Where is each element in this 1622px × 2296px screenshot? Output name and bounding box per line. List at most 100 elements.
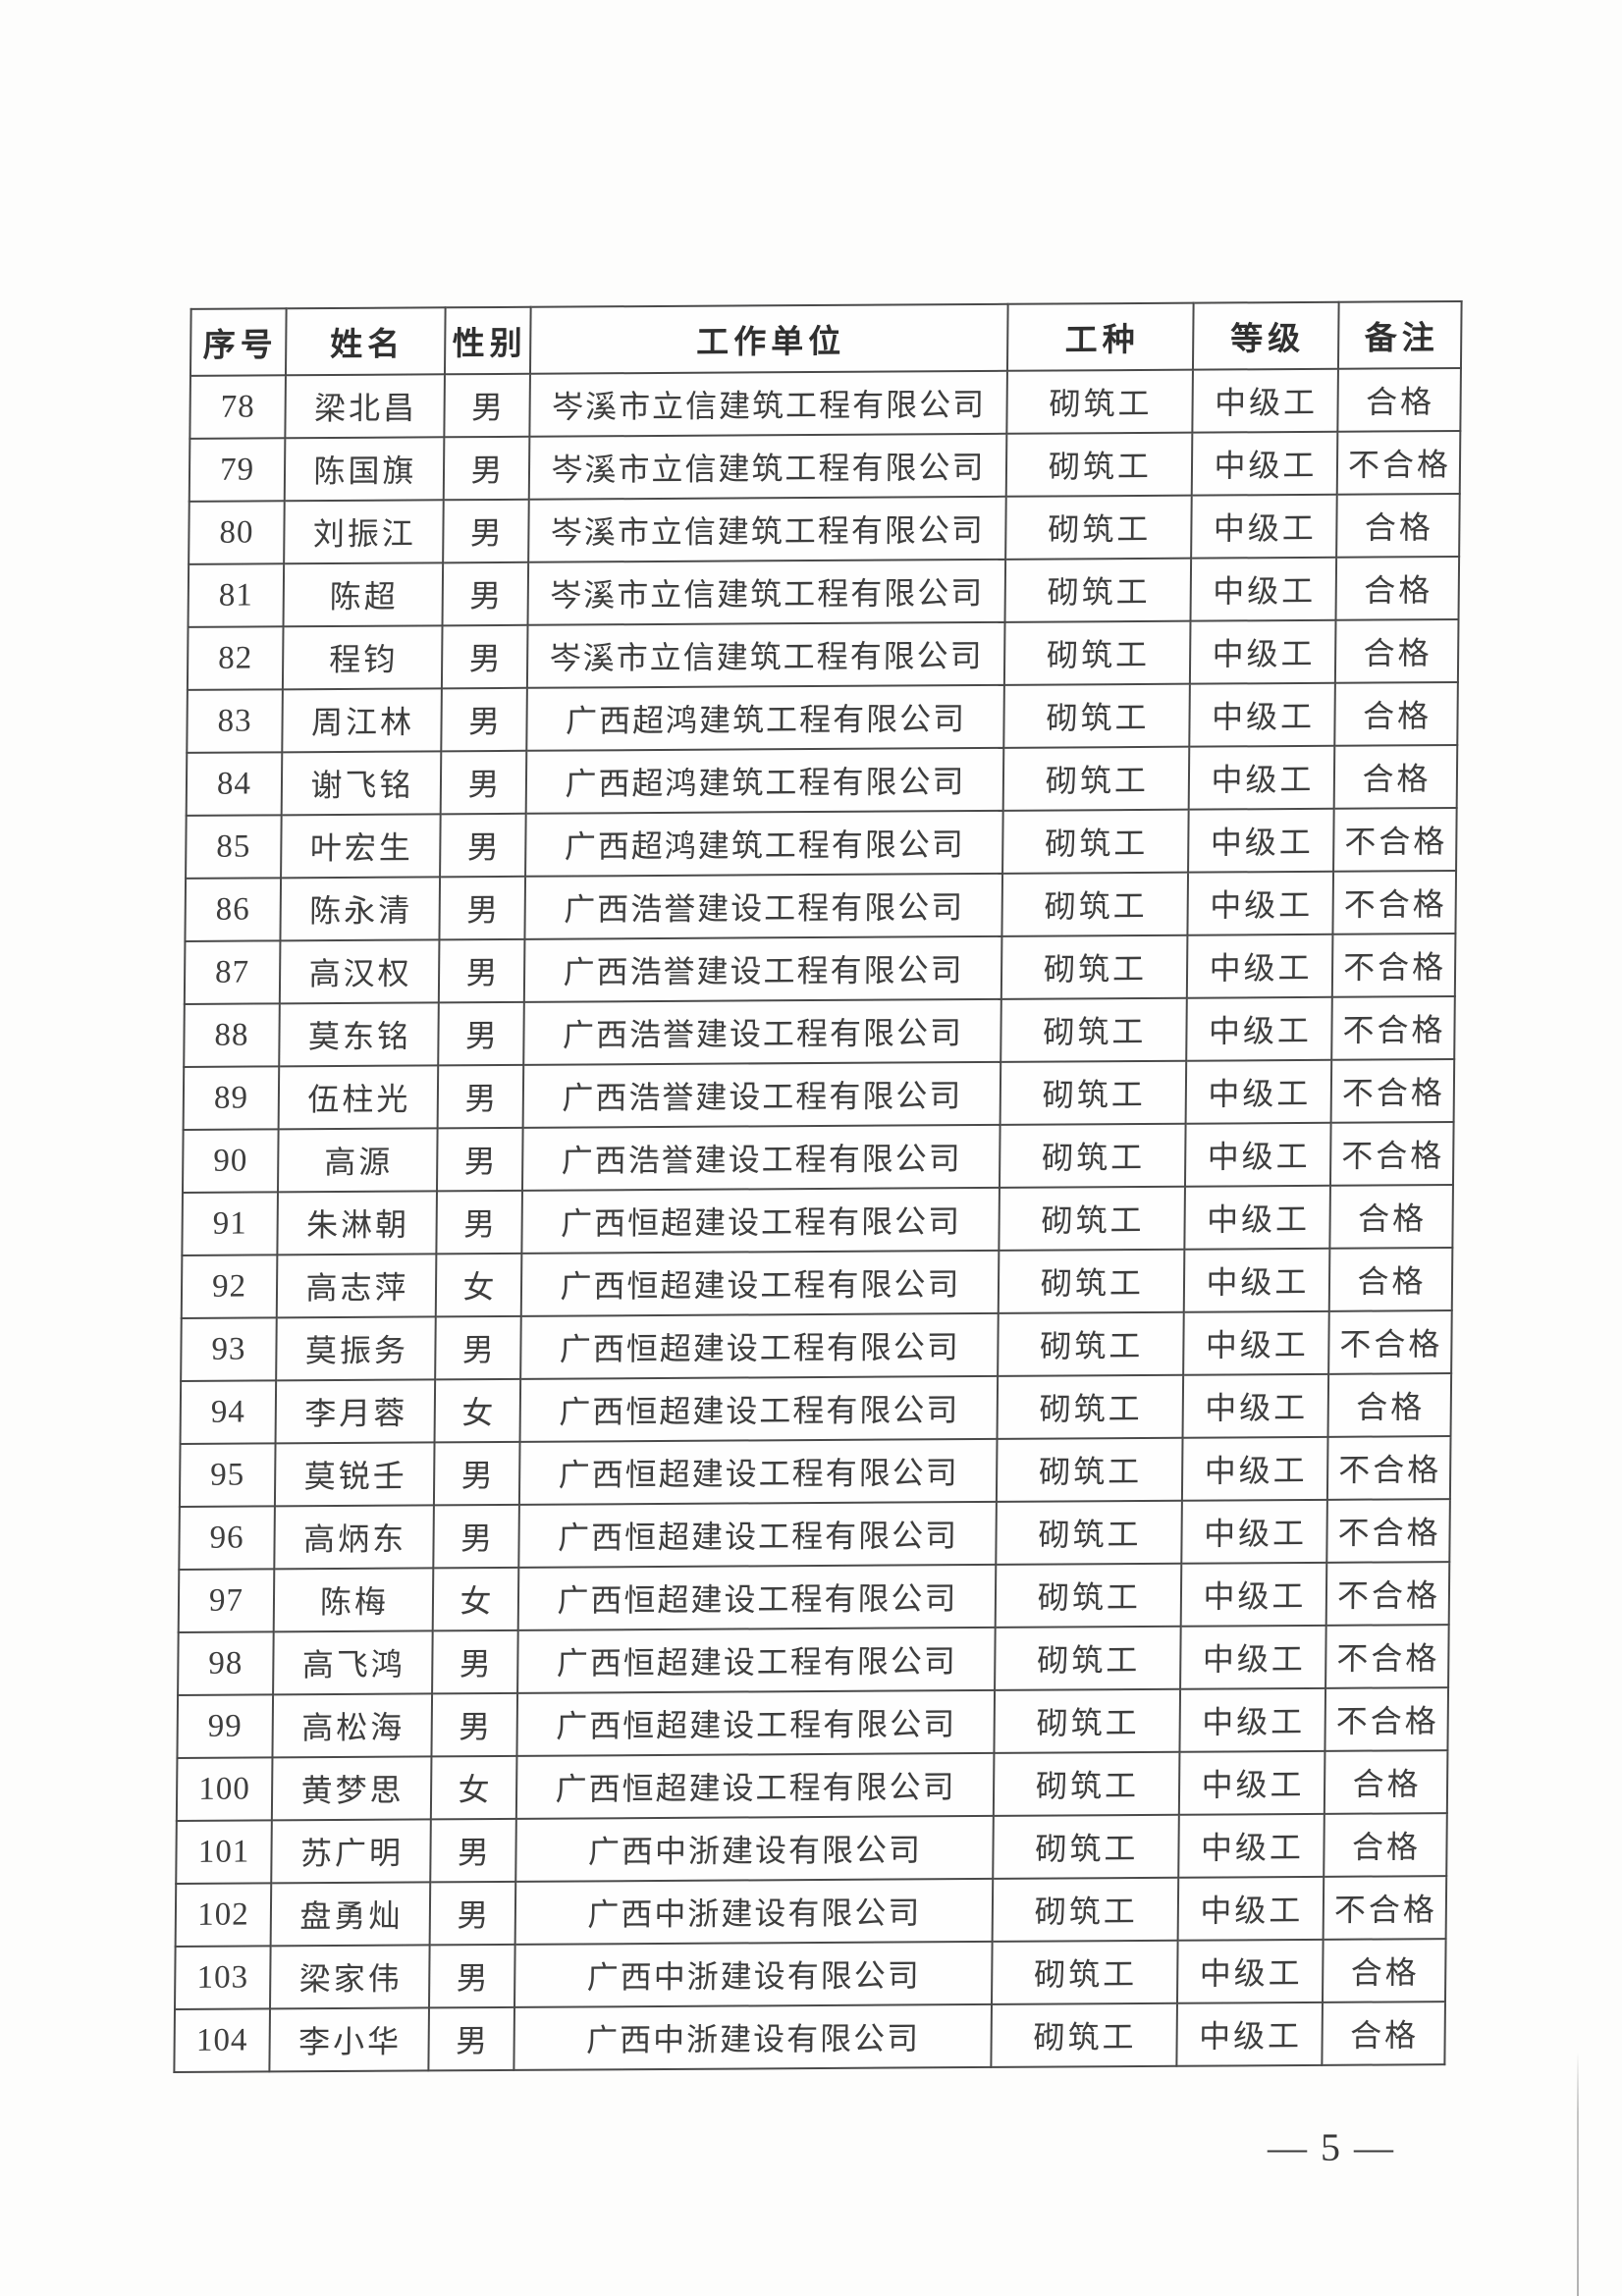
- cell-remark: 不合格: [1328, 1310, 1452, 1374]
- cell-level: 中级工: [1182, 1373, 1329, 1438]
- cell-trade: 砌筑工: [1003, 620, 1191, 685]
- table-row: 98 高飞鸿男广西恒超建设工程有限公司 砌筑工 中级工 不合格: [178, 1625, 1449, 1695]
- cell-gender: 男: [443, 436, 530, 501]
- cell-company: 岑溪市立信建筑工程有限公司: [527, 559, 1006, 625]
- cell-remark: 合格: [1334, 619, 1459, 683]
- cell-name: 梁家伟: [270, 1945, 430, 2009]
- cell-trade: 砌筑工: [1004, 558, 1192, 622]
- table-row: 84 谢飞铭男广西超鸿建筑工程有限公司 砌筑工 中级工 合格: [186, 745, 1458, 816]
- table-row: 104 李小华男广西中浙建设有限公司 砌筑工 中级工 合格: [174, 2002, 1445, 2073]
- cell-level: 中级工: [1179, 1687, 1326, 1752]
- cell-gender: 女: [435, 1253, 522, 1317]
- cell-remark: 合格: [1328, 1248, 1453, 1311]
- cell-remark: 合格: [1334, 682, 1458, 746]
- cell-name: 朱淋朝: [277, 1191, 437, 1255]
- cell-remark: 不合格: [1331, 996, 1455, 1060]
- cell-trade: 砌筑工: [995, 1626, 1181, 1690]
- table-row: 82 程钧男岑溪市立信建筑工程有限公司 砌筑工 中级工 合格: [187, 619, 1459, 690]
- table-row: 99 高松海男广西恒超建设工程有限公司 砌筑工 中级工 不合格: [177, 1687, 1449, 1758]
- cell-name: 莫东铭: [279, 1002, 439, 1067]
- cell-name: 陈超: [283, 562, 444, 627]
- cell-name: 高志萍: [276, 1254, 437, 1318]
- cell-name: 陈梅: [273, 1568, 434, 1632]
- cell-level: 中级工: [1183, 1248, 1330, 1312]
- table-row: 97 陈梅女广西恒超建设工程有限公司 砌筑工 中级工 不合格: [178, 1562, 1450, 1632]
- cell-trade: 砌筑工: [1005, 432, 1193, 497]
- cell-level: 中级工: [1188, 745, 1335, 810]
- cell-company: 广西恒超建设工程有限公司: [521, 1187, 1000, 1254]
- cell-level: 中级工: [1180, 1562, 1327, 1627]
- cell-company: 广西恒超建设工程有限公司: [520, 1312, 999, 1379]
- cell-no: 97: [178, 1569, 275, 1632]
- cell-no: 94: [180, 1380, 277, 1444]
- cell-remark: 合格: [1337, 367, 1461, 432]
- cell-name: 高飞鸿: [273, 1630, 433, 1695]
- table-row: 90 高源男广西浩誉建设工程有限公司 砌筑工 中级工 不合格: [182, 1122, 1454, 1193]
- cell-no: 90: [182, 1129, 279, 1193]
- cell-remark: 不合格: [1323, 1876, 1447, 1940]
- cell-level: 中级工: [1186, 996, 1332, 1061]
- table-row: 95 莫锐壬男广西恒超建设工程有限公司 砌筑工 中级工 不合格: [179, 1436, 1451, 1507]
- cell-gender: 男: [432, 1629, 518, 1694]
- cell-company: 广西恒超建设工程有限公司: [520, 1250, 1000, 1316]
- cell-no: 79: [189, 438, 286, 502]
- cell-no: 82: [187, 626, 284, 690]
- cell-name: 莫锐壬: [274, 1442, 435, 1507]
- cell-trade: 砌筑工: [999, 1123, 1186, 1188]
- cell-trade: 砌筑工: [1003, 683, 1190, 748]
- cell-remark: 不合格: [1325, 1687, 1449, 1751]
- cell-gender: 男: [442, 561, 529, 626]
- page-number-value: 5: [1321, 2124, 1340, 2169]
- column-header-remark: 备注: [1337, 300, 1462, 369]
- cell-company: 广西浩誉建设工程有限公司: [523, 998, 1001, 1065]
- column-header-no: 序号: [189, 308, 287, 376]
- cell-name: 程钧: [282, 625, 443, 690]
- cell-level: 中级工: [1177, 1876, 1325, 1941]
- table-row: 81 陈超男岑溪市立信建筑工程有限公司 砌筑工 中级工 合格: [188, 556, 1460, 627]
- cell-no: 95: [179, 1443, 276, 1507]
- cell-company: 广西超鸿建筑工程有限公司: [525, 810, 1003, 877]
- cell-gender: 男: [437, 1064, 524, 1129]
- cell-no: 101: [176, 1820, 272, 1885]
- cell-company: 广西恒超建设工程有限公司: [516, 1689, 996, 1756]
- cell-gender: 女: [430, 1755, 517, 1820]
- cell-company: 广西中浙建设有限公司: [514, 1878, 994, 1945]
- cell-trade: 砌筑工: [995, 1563, 1182, 1628]
- cell-company: 广西中浙建设有限公司: [514, 1941, 993, 2007]
- cell-trade: 砌筑工: [991, 1940, 1178, 2004]
- cell-remark: 合格: [1329, 1185, 1453, 1249]
- cell-trade: 砌筑工: [999, 1186, 1185, 1251]
- column-header-gender: 性别: [444, 306, 531, 375]
- cell-name: 高源: [277, 1128, 438, 1193]
- column-header-level: 等级: [1192, 301, 1339, 370]
- header-row: 序号 姓名 性别 工作单位 工种 等级 备注: [189, 300, 1462, 376]
- cell-gender: 男: [431, 1692, 518, 1757]
- cell-gender: 男: [438, 1001, 524, 1066]
- cell-gender: 男: [440, 813, 526, 878]
- cell-company: 岑溪市立信建筑工程有限公司: [526, 621, 1005, 688]
- cell-company: 广西浩誉建设工程有限公司: [521, 1124, 1000, 1191]
- cell-no: 98: [178, 1631, 274, 1695]
- cell-gender: 男: [436, 1190, 522, 1255]
- cell-name: 莫振务: [276, 1316, 436, 1381]
- cell-company: 广西恒超建设工程有限公司: [518, 1501, 997, 1568]
- cell-name: 叶宏生: [281, 814, 441, 879]
- cell-gender: 女: [432, 1567, 519, 1631]
- cell-company: 岑溪市立信建筑工程有限公司: [528, 496, 1006, 562]
- cell-name: 高松海: [272, 1693, 433, 1758]
- cell-remark: 不合格: [1331, 934, 1456, 997]
- cell-remark: 不合格: [1333, 808, 1457, 872]
- cell-trade: 砌筑工: [996, 1437, 1183, 1502]
- cell-trade: 砌筑工: [1000, 934, 1188, 999]
- cell-remark: 合格: [1335, 556, 1460, 620]
- table-row: 88 莫东铭男广西浩誉建设工程有限公司 砌筑工 中级工 不合格: [184, 996, 1455, 1067]
- table-row: 93 莫振务男广西恒超建设工程有限公司 砌筑工 中级工 不合格: [181, 1310, 1452, 1381]
- cell-trade: 砌筑工: [998, 1311, 1184, 1376]
- cell-no: 83: [187, 689, 283, 753]
- cell-no: 89: [183, 1066, 280, 1130]
- cell-trade: 砌筑工: [993, 1751, 1180, 1816]
- cell-no: 100: [176, 1757, 273, 1822]
- cell-level: 中级工: [1188, 808, 1334, 873]
- cell-remark: 不合格: [1325, 1562, 1450, 1626]
- cell-no: 102: [175, 1883, 272, 1948]
